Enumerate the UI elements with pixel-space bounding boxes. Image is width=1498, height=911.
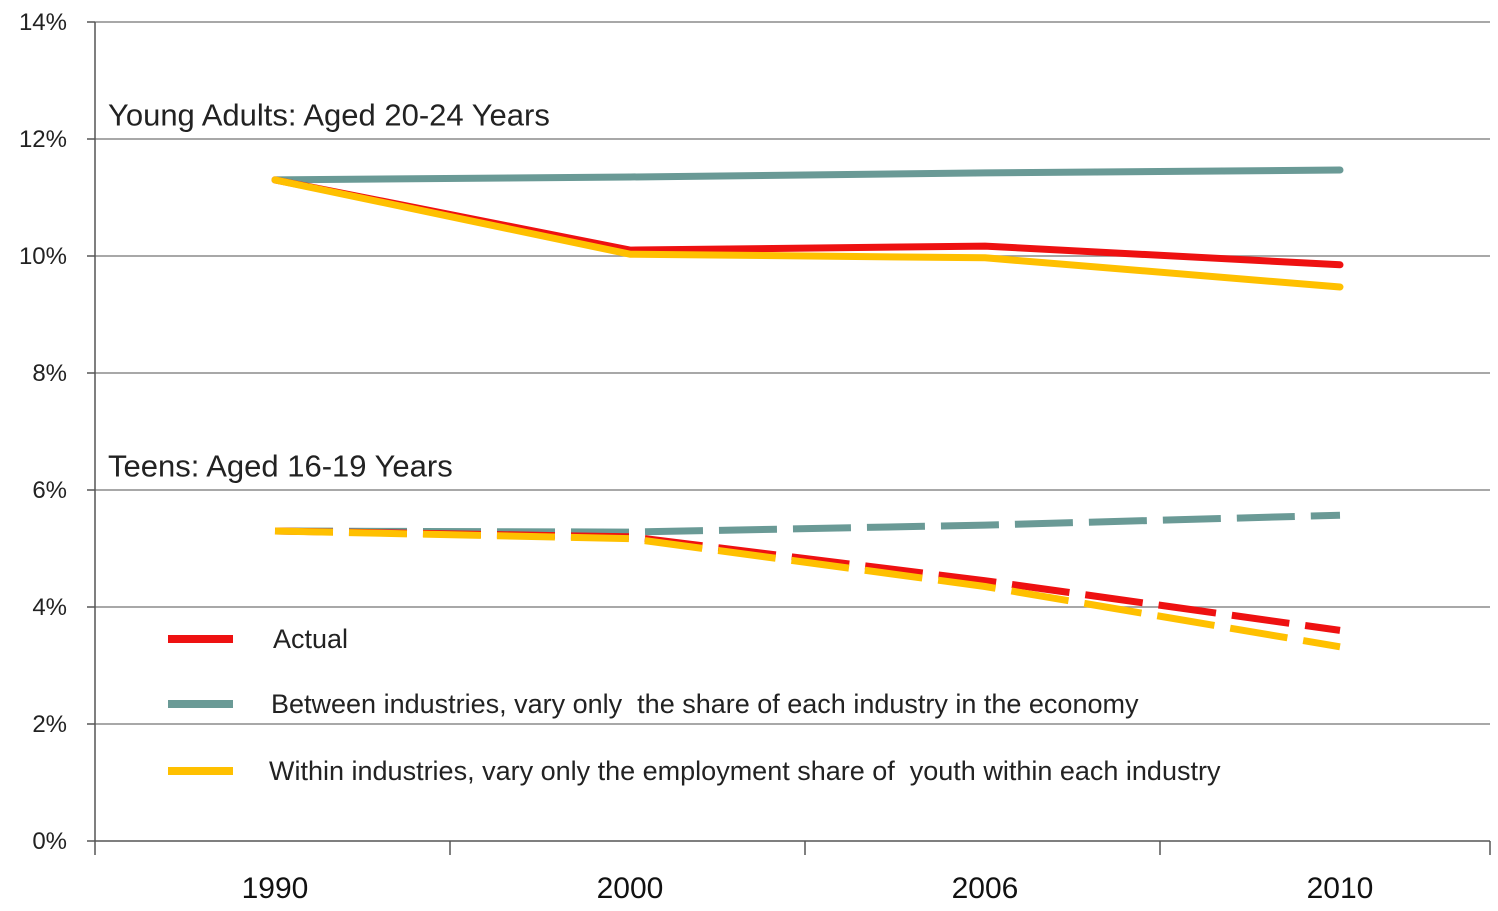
legend: Actual Between industries, vary only the … <box>168 624 1221 786</box>
group-label-layer: Young Adults: Aged 20-24 Years Teens: Age… <box>108 98 550 484</box>
legend-label: Within industries, vary only the employm… <box>269 756 1221 786</box>
y-tick-label: 0% <box>32 828 67 855</box>
legend-label: Between industries, vary only the share … <box>271 689 1139 719</box>
series-line-teens-actual <box>274 527 1341 634</box>
legend-label: Actual <box>273 624 348 654</box>
x-tick-label: 2006 <box>952 872 1019 905</box>
x-tick-label: 1990 <box>242 872 309 905</box>
series-line-young-adults-within-industries <box>271 176 1344 291</box>
series-line-teens-within-industries <box>274 527 1341 651</box>
y-tick-label: 4% <box>32 594 67 621</box>
x-tick-label: 2000 <box>597 872 664 905</box>
y-tick-label: 10% <box>19 243 67 270</box>
y-tick-label: 14% <box>19 9 67 36</box>
y-tick-label: 6% <box>32 477 67 504</box>
series-line-young-adults-between-industries <box>271 166 1344 184</box>
x-tick-label: 2010 <box>1307 872 1374 905</box>
group-label: Teens: Aged 16-19 Years <box>108 449 453 484</box>
axis-layer: 0% 2% 4% 6% 8% 10% 12% 14% 1990 2000 2006 2010 <box>19 9 1491 905</box>
y-tick-label: 2% <box>32 711 67 738</box>
series-line-teens-between-industries <box>274 511 1341 536</box>
group-label: Young Adults: Aged 20-24 Years <box>108 98 550 133</box>
series-layer <box>271 166 1344 651</box>
y-tick-label: 12% <box>19 126 67 153</box>
series-line-young-adults-actual <box>271 176 1344 269</box>
y-tick-label: 8% <box>32 360 67 387</box>
